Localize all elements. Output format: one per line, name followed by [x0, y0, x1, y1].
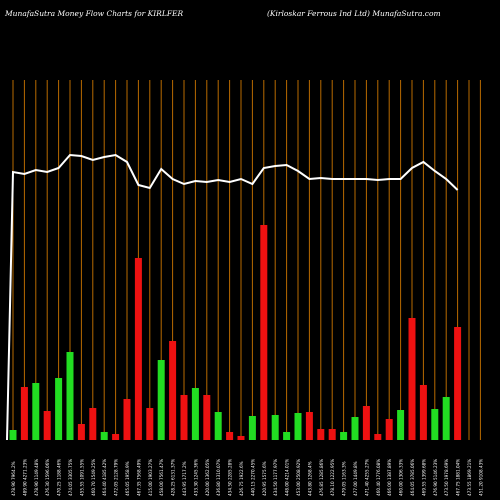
bar: [305, 412, 313, 440]
bar: [169, 341, 177, 440]
bar: [123, 399, 131, 440]
x-tick-label: 460.40 1776.08%: [376, 459, 381, 496]
bar: [397, 410, 405, 440]
x-tick-label: 467.35 7568.49%: [136, 459, 141, 496]
x-tick-label: 464.40 4185.42%: [102, 459, 107, 496]
bar: [317, 429, 325, 440]
x-tick-label: 476.85 1285.86%: [319, 459, 324, 496]
bar: [66, 352, 74, 440]
x-tick-label: 473.55 1869.21%: [467, 459, 472, 496]
bar: [191, 388, 199, 440]
bar: [43, 411, 51, 440]
bar: [89, 408, 97, 440]
x-tick-label: 476.90 5146.23%: [433, 459, 438, 496]
bar: [20, 387, 28, 440]
x-tick-label: 433.30 1245.36%: [193, 459, 198, 496]
x-tick-label: 443.80 1268.4%: [307, 461, 312, 496]
x-tick-label: 479.05 1163.3%: [342, 461, 347, 496]
x-tick-label: 460.00 1306.33%: [399, 459, 404, 496]
x-tick-label: 464.05 3785.06%: [410, 459, 415, 496]
line-series: [6, 153, 459, 441]
bar: [180, 395, 188, 440]
x-tick-label: 451.20 9108.43%: [478, 459, 483, 496]
bar: [112, 434, 120, 440]
x-tick-label: 472.05 2128.79%: [114, 459, 119, 496]
x-tick-label: 476.30 1596.06%: [45, 459, 50, 496]
x-tick-label: 453.00 2508.92%: [296, 459, 301, 496]
bar: [283, 432, 291, 440]
x-tick-label: 473.50 1978.69%: [444, 459, 449, 496]
x-tick-label: 458.00 7561.47%: [159, 459, 164, 496]
bar: [9, 430, 17, 440]
bar: [55, 378, 63, 440]
x-tick-label: 469.55 1399.68%: [421, 459, 426, 496]
x-tick-label: 470.25 1188.46%: [57, 459, 62, 496]
bar: [431, 409, 439, 440]
x-tick-label: 471.40 4255.27%: [364, 459, 369, 496]
x-tick-label: 448.00 4214.01%: [285, 459, 290, 496]
bar: [362, 406, 370, 440]
x-tick-label: 466.00 1387.89%: [387, 459, 392, 496]
bar: [157, 360, 165, 440]
x-tick-label: 428.25 6131.37%: [171, 459, 176, 496]
x-tick-label: 434.50 2285.28%: [228, 459, 233, 496]
bar: [77, 424, 85, 440]
x-tick-label: 426.75 1922.6%: [239, 461, 244, 496]
bar: [226, 432, 234, 440]
bar: [419, 385, 427, 440]
bar: [32, 383, 40, 440]
x-tick-label: 415.00 1903.27%: [148, 459, 153, 496]
bar: [442, 397, 450, 440]
x-tick-label: 489.90 4271.23%: [22, 459, 27, 496]
bar: [260, 225, 268, 440]
x-tick-label: 478.90 7964.2%: [11, 461, 16, 496]
x-tick-label: 478.90 1149.48%: [34, 459, 39, 496]
bar: [454, 327, 462, 440]
bar: [271, 415, 279, 440]
x-tick-label: 443.95 1717.2%: [182, 461, 187, 496]
bar: [100, 432, 108, 440]
x-tick-label: 478.10 1222.95%: [330, 459, 335, 496]
x-tick-label: 434.50 1177.97%: [273, 459, 278, 496]
bar-series: [9, 225, 462, 440]
x-tick-label: 474.05 3305.75%: [68, 459, 73, 496]
x-tick-labels: 478.90 7964.2% 489.90 4271.23% 478.90 1149…: [11, 459, 483, 496]
bar: [408, 318, 416, 440]
bar: [340, 432, 348, 440]
x-tick-label: 455.55 1091.55%: [79, 459, 84, 496]
bar: [134, 258, 142, 440]
x-tick-label: 436.80 1310.07%: [216, 459, 221, 496]
bar: [237, 436, 245, 440]
bar: [146, 408, 154, 440]
chart-header-right: (Kirloskar Ferrous Ind Ltd) MunafaSutra.…: [267, 9, 441, 18]
x-tick-label: 460.70 1549.25%: [91, 459, 96, 496]
x-tick-label: 440.15 2270.45%: [250, 459, 255, 496]
bar: [203, 395, 211, 440]
bar: [328, 429, 336, 440]
x-tick-label: 465.05 1958.9%: [125, 461, 130, 496]
bar: [214, 412, 222, 440]
chart-header-left: MunafaSutra Money Flow Charts for KIRLFE…: [5, 9, 184, 18]
line-path: [6, 153, 459, 441]
bar: [248, 416, 256, 440]
x-tick-label: 477.00 1449.8%: [353, 461, 358, 496]
x-tick-label: 420.95 1575.6%: [262, 461, 267, 496]
bar: [294, 413, 302, 440]
bar: [385, 419, 393, 440]
bar: [351, 417, 359, 440]
bar: [374, 434, 382, 440]
x-tick-label: 467.75 1881.04%: [456, 459, 461, 496]
x-tick-label: 420.00 1362.05%: [205, 459, 210, 496]
